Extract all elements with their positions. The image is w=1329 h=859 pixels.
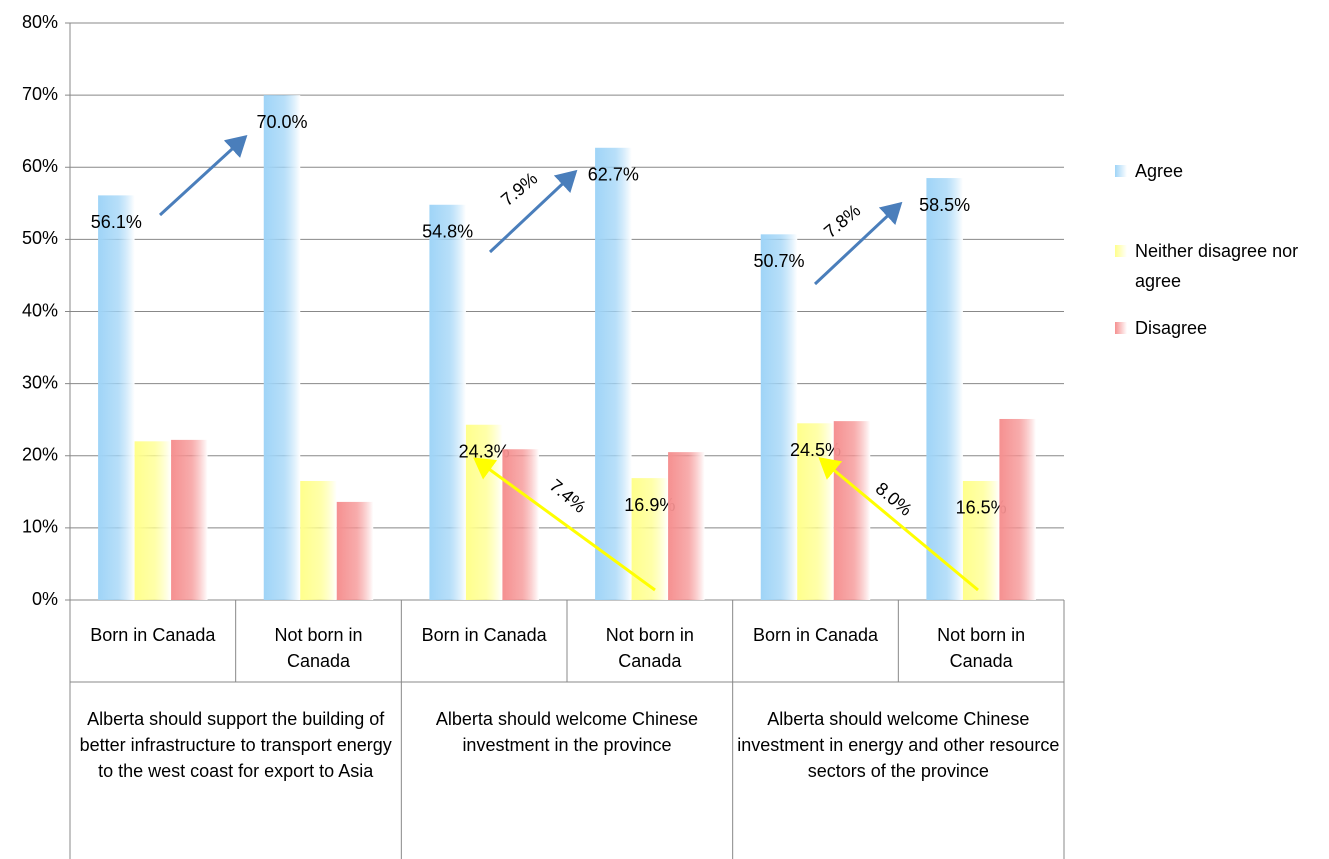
legend-entry: Disagree xyxy=(1115,313,1329,343)
data-label: 56.1% xyxy=(91,212,142,232)
bar xyxy=(760,234,798,601)
legend-label: Neither disagree nor agree xyxy=(1135,241,1299,291)
bar xyxy=(171,439,208,600)
annotation: 7.4% xyxy=(546,475,590,517)
bar xyxy=(797,423,834,600)
bar xyxy=(926,178,963,600)
legend-swatch xyxy=(1115,165,1127,177)
x-tick-label: Not born in Canada xyxy=(937,625,1026,671)
bar xyxy=(300,480,337,600)
data-label: 70.0% xyxy=(256,112,307,132)
y-tick-label: 40% xyxy=(22,300,58,320)
bar xyxy=(595,147,632,600)
data-label: 24.5% xyxy=(790,440,841,460)
legend-entry: Neither disagree nor agree xyxy=(1115,236,1329,296)
y-tick-label: 80% xyxy=(22,12,58,32)
y-tick-label: 30% xyxy=(22,372,58,392)
bar xyxy=(962,480,1000,600)
y-tick-label: 70% xyxy=(22,84,58,104)
legend-label: Agree xyxy=(1135,161,1184,181)
bar xyxy=(833,421,871,600)
legend-label: Disagree xyxy=(1135,318,1208,338)
data-label: 58.5% xyxy=(919,195,970,215)
bar xyxy=(631,478,669,600)
arrow xyxy=(473,457,656,592)
arrow xyxy=(158,134,248,217)
legend-swatch xyxy=(1115,245,1127,257)
arrow xyxy=(813,201,903,286)
legend-entry: Agree xyxy=(1115,156,1329,186)
group-label: Alberta should welcome Chinese investmen… xyxy=(435,709,699,755)
bar xyxy=(502,449,539,600)
data-label: 16.5% xyxy=(956,498,1007,518)
arrow xyxy=(488,169,578,254)
bar xyxy=(98,195,135,600)
annotation: 8.0% xyxy=(872,478,916,520)
x-tick-label: Born in Canada xyxy=(90,625,216,645)
y-tick-label: 0% xyxy=(32,589,58,609)
bar xyxy=(134,441,172,600)
arrow xyxy=(818,457,979,592)
bar xyxy=(668,452,705,600)
bar xyxy=(336,501,374,600)
group-label: Alberta should support the building of b… xyxy=(79,709,392,781)
data-label: 62.7% xyxy=(588,165,639,185)
x-tick-label: Born in Canada xyxy=(421,625,547,645)
annotation: 7.8% xyxy=(820,200,864,242)
data-label: 50.7% xyxy=(753,251,804,271)
x-tick-label: Not born in Canada xyxy=(274,625,363,671)
bar xyxy=(999,418,1036,600)
x-tick-label: Not born in Canada xyxy=(605,625,694,671)
annotation: 7.9% xyxy=(497,168,541,210)
y-tick-label: 60% xyxy=(22,156,58,176)
x-tick-label: Born in Canada xyxy=(752,625,879,645)
y-tick-label: 20% xyxy=(22,445,58,465)
legend-swatch xyxy=(1115,322,1127,334)
y-tick-label: 10% xyxy=(22,517,58,537)
data-label: 16.9% xyxy=(624,495,675,515)
y-tick-label: 50% xyxy=(22,228,58,248)
group-label: Alberta should welcome Chinese investmen… xyxy=(737,709,1060,781)
data-label: 54.8% xyxy=(422,222,473,242)
data-label: 24.3% xyxy=(459,441,510,461)
bar xyxy=(465,424,503,600)
bar xyxy=(429,204,466,600)
bar xyxy=(263,95,301,600)
